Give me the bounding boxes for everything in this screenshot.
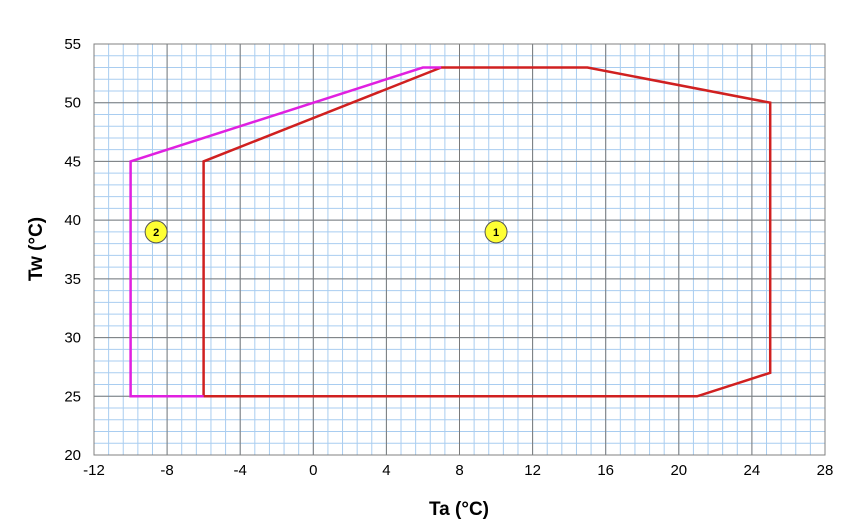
marker-layer: 12 <box>144 220 508 244</box>
x-tick-label: 28 <box>817 462 834 479</box>
operating-envelope-2 <box>129 66 442 398</box>
x-tick-label: -12 <box>83 462 105 479</box>
x-tick-label: 8 <box>455 462 463 479</box>
y-tick-label: 40 <box>64 212 81 229</box>
y-tick-label: 35 <box>64 271 81 288</box>
operating-envelope-1 <box>202 66 772 398</box>
y-axis-title: Tw (°C) <box>26 217 47 281</box>
region-marker-circle <box>144 220 168 244</box>
x-tick-label: 0 <box>309 462 317 479</box>
series-layer <box>129 66 772 398</box>
x-tick-label: 4 <box>382 462 390 479</box>
x-tick-label: 24 <box>744 462 761 479</box>
x-axis-title: Ta (°C) <box>429 499 489 520</box>
x-tick-label: 12 <box>524 462 541 479</box>
y-tick-label: 30 <box>64 330 81 347</box>
x-tick-label: 16 <box>597 462 614 479</box>
y-tick-label: 50 <box>64 95 81 112</box>
region-marker-label: 1 <box>493 227 499 239</box>
x-tick-label: -4 <box>234 462 247 479</box>
region-marker-1: 1 <box>484 220 508 244</box>
plot-border <box>93 43 826 456</box>
y-tick-label: 25 <box>64 388 81 405</box>
y-tick-label: 20 <box>64 447 81 464</box>
region-marker-label: 2 <box>153 227 159 239</box>
x-tick-label: 20 <box>670 462 687 479</box>
y-tick-label: 45 <box>64 153 81 170</box>
y-tick-labels: 20 25 30 35 40 45 50 55 <box>64 36 81 464</box>
x-tick-labels: -12 -8 -4 0 4 8 12 16 20 24 28 <box>83 462 833 479</box>
x-tick-label: -8 <box>160 462 173 479</box>
y-tick-label: 55 <box>64 36 81 53</box>
region-marker-2: 2 <box>144 220 168 244</box>
region-marker-circle <box>484 220 508 244</box>
